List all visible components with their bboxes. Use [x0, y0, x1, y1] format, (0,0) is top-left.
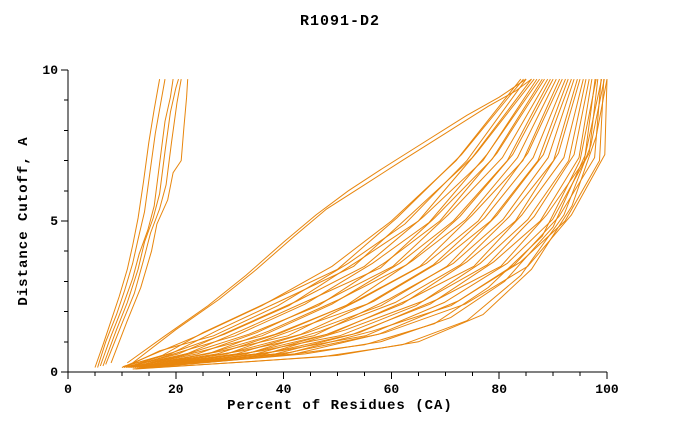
- series-line: [138, 78, 603, 369]
- x-tick-label: 40: [276, 382, 292, 397]
- x-tick-label: 100: [595, 382, 619, 397]
- series-line: [149, 79, 599, 368]
- y-axis-label: Distance Cutoff, A: [16, 136, 32, 306]
- series-line: [128, 78, 541, 368]
- x-tick-label: 60: [384, 382, 400, 397]
- series-line: [134, 78, 557, 368]
- series-line: [126, 78, 535, 368]
- series-line: [131, 78, 549, 368]
- series-line: [132, 78, 532, 364]
- series-line: [152, 79, 605, 368]
- series-line: [135, 79, 605, 370]
- series-line: [141, 78, 575, 368]
- series-line: [145, 78, 587, 368]
- y-tick-label: 5: [50, 214, 58, 229]
- series-line: [140, 79, 608, 369]
- series-line: [144, 78, 584, 368]
- series-line: [99, 79, 174, 367]
- series-line: [135, 78, 561, 368]
- x-tick-label: 20: [168, 382, 184, 397]
- y-tick-label: 10: [42, 63, 58, 78]
- series-line: [150, 79, 602, 367]
- series-line: [130, 78, 545, 368]
- series-line: [102, 78, 179, 367]
- series-line: [133, 78, 554, 367]
- series-line: [132, 78, 551, 368]
- series-line: [139, 78, 569, 368]
- series-line: [129, 78, 543, 367]
- series-line: [97, 79, 166, 368]
- series-line: [105, 79, 182, 365]
- x-tick-label: 80: [491, 382, 507, 397]
- series-line: [148, 79, 596, 368]
- series-line: [136, 78, 563, 368]
- series-line: [147, 79, 593, 368]
- series-line: [122, 78, 524, 368]
- series-line: [124, 78, 532, 367]
- series-line: [143, 78, 581, 368]
- series-line: [142, 78, 578, 367]
- series-line: [127, 78, 527, 364]
- x-tick-label: 0: [64, 382, 72, 397]
- chart-title: R1091-D2: [299, 13, 380, 30]
- series-line: [153, 79, 608, 368]
- series-line: [140, 78, 572, 368]
- series-line: [146, 79, 590, 367]
- y-tick-label: 0: [50, 365, 58, 380]
- x-axis-label: Percent of Residues (CA): [227, 398, 453, 414]
- series-line: [94, 79, 161, 368]
- series-line: [138, 78, 566, 367]
- series-line: [123, 78, 527, 368]
- series-line: [110, 79, 189, 364]
